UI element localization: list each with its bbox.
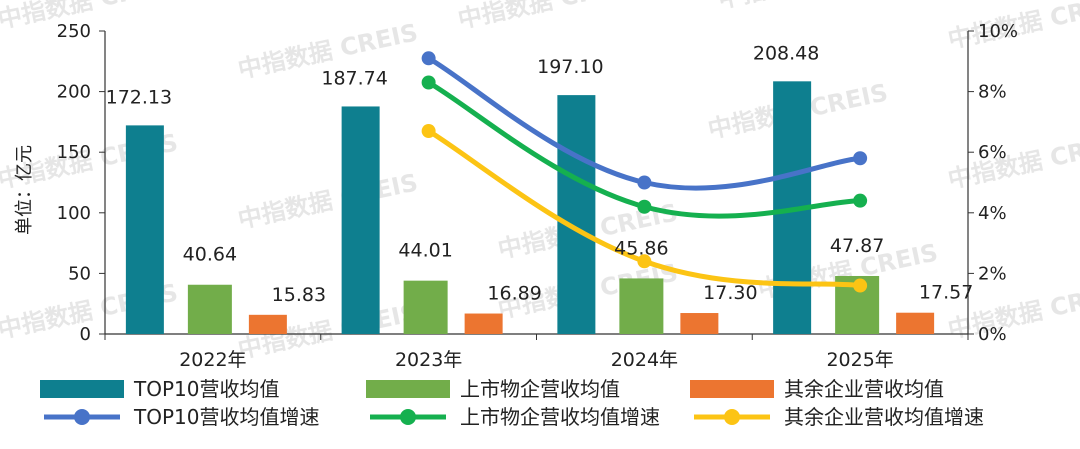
data-label: 44.01 (398, 240, 452, 262)
legend-marker (74, 409, 90, 425)
y-tick-label: 250 (57, 21, 91, 42)
bar (464, 313, 503, 334)
bar (341, 106, 380, 334)
line-point (637, 175, 652, 190)
y-tick-label: 150 (57, 142, 91, 163)
x-tick-label: 2024年 (611, 349, 678, 371)
legend-swatch (40, 380, 124, 398)
data-label: 16.89 (487, 283, 541, 305)
data-labels: 172.13 187.74 197.10 208.48 40.64 44.01 45.86 4… (106, 42, 974, 305)
legend-marker (724, 409, 740, 425)
data-label: 197.10 (537, 56, 603, 78)
x-tick-label: 2025年 (826, 349, 893, 371)
legend-swatch (690, 380, 774, 398)
x-tick-label: 2023年 (395, 349, 462, 371)
data-label: 17.57 (919, 282, 973, 304)
watermark-text: 中指数据 CREIS (455, 0, 640, 34)
data-label: 17.30 (703, 282, 757, 304)
axes: 0 50 100 150 200 250 0% 2% 4% 6% 8% 10% 2022年 2023年 20… (57, 21, 1018, 371)
legend-label: 上市物企营收均值 (460, 377, 620, 401)
line-point (853, 193, 868, 208)
y-tick-label: 0 (80, 324, 91, 345)
legend-label: TOP10营收均值增速 (133, 405, 319, 429)
line-point (637, 199, 652, 214)
bar (125, 125, 164, 334)
y2-tick-label: 0% (978, 324, 1007, 345)
bar (619, 278, 664, 334)
y-axis-label: 单位：亿元 (14, 145, 35, 235)
legend-label: TOP10营收均值 (133, 377, 279, 401)
data-label: 208.48 (753, 42, 819, 64)
y-tick-label: 50 (68, 263, 91, 284)
line-point (853, 151, 868, 166)
data-label: 47.87 (830, 235, 884, 257)
y2-tick-label: 10% (978, 21, 1018, 42)
data-label: 15.83 (272, 284, 326, 306)
watermark-text: 中指数据 CREIS (945, 128, 1080, 193)
line-point (421, 123, 436, 138)
y-tick-label: 200 (57, 82, 91, 103)
bar (187, 284, 232, 334)
legend-label: 其余企业营收均值增速 (784, 405, 984, 429)
legend: TOP10营收均值 上市物企营收均值 其余企业营收均值 TOP10营收均值增速 上市物企… (40, 377, 984, 429)
line-point (637, 254, 652, 269)
data-label: 45.86 (614, 237, 668, 259)
legend-swatch (366, 380, 450, 398)
bar (680, 313, 719, 334)
bar (403, 280, 448, 334)
y2-tick-label: 8% (978, 82, 1007, 103)
data-label: 40.64 (183, 244, 237, 266)
growth-lines (421, 51, 868, 293)
y2-tick-label: 6% (978, 142, 1007, 163)
bar (896, 312, 935, 334)
legend-label: 其余企业营收均值 (784, 377, 944, 401)
data-label: 187.74 (321, 67, 387, 89)
x-tick-label: 2022年 (179, 349, 246, 371)
line-point (421, 75, 436, 90)
y-tick-label: 100 (57, 203, 91, 224)
data-label: 172.13 (106, 86, 172, 108)
watermark-text: 中指数据 CREIS (235, 168, 420, 233)
y2-tick-label: 2% (978, 263, 1007, 284)
legend-label: 上市物企营收均值增速 (460, 405, 660, 429)
line-point (421, 51, 436, 66)
legend-marker (400, 409, 416, 425)
y2-tick-label: 4% (978, 203, 1007, 224)
bar (248, 314, 287, 334)
bar (557, 95, 596, 334)
watermark-text: 中指数据 CREIS (715, 0, 900, 14)
line-point (853, 278, 868, 293)
